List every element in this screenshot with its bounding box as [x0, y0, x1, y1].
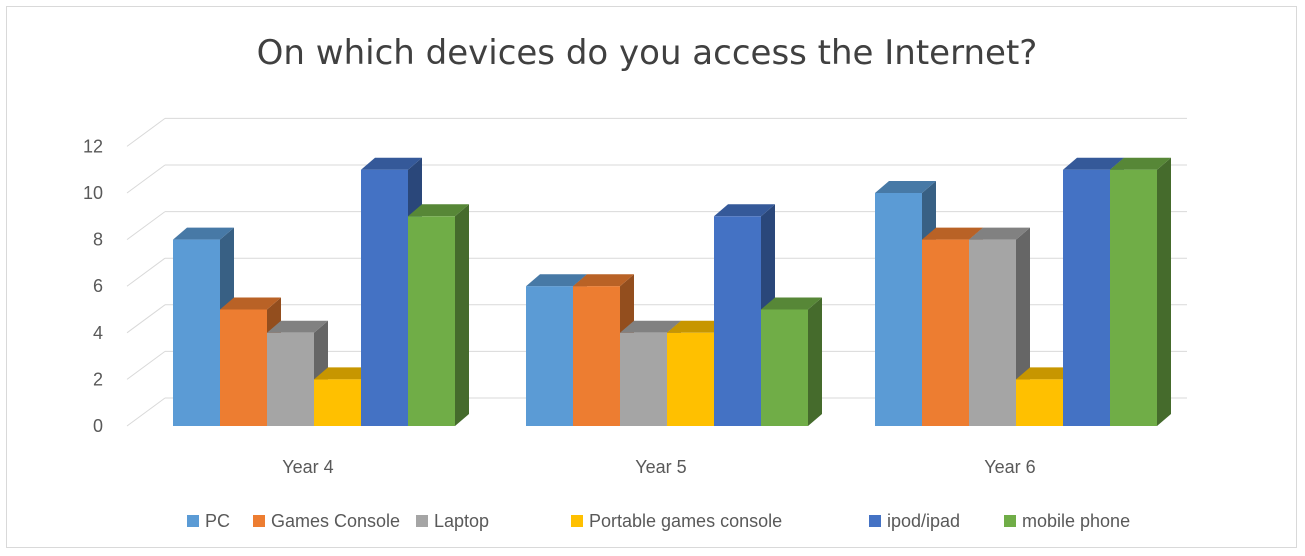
- chart-svg: On which devices do you access the Inter…: [83, 33, 1187, 531]
- bar-front: [573, 286, 620, 426]
- bar-front: [620, 332, 667, 426]
- y-tick-label-2: 2: [93, 369, 103, 389]
- grid-side-6: [126, 257, 166, 287]
- y-tick-label-0: 0: [93, 416, 103, 436]
- legend-item-games-console: Games Console: [253, 511, 400, 531]
- bar-top: [714, 204, 775, 217]
- legend-item-laptop: Laptop: [416, 511, 489, 531]
- grid-side-4: [126, 304, 166, 334]
- legend-swatch: [253, 515, 265, 527]
- grid-side-8: [126, 211, 166, 241]
- legend-swatch: [571, 515, 583, 527]
- legend-swatch: [1004, 515, 1016, 527]
- bar-top: [761, 297, 822, 310]
- bar-top: [573, 274, 634, 287]
- bar-side: [455, 204, 469, 426]
- y-tick-label-10: 10: [83, 183, 103, 203]
- bar-layer: [173, 157, 1171, 426]
- bar-top: [220, 297, 281, 310]
- bar-year-5-mobile-phone: [761, 297, 822, 426]
- bar-top: [408, 204, 469, 217]
- bar-front: [220, 309, 267, 426]
- bar-front: [408, 216, 455, 426]
- bar-front: [173, 239, 220, 426]
- y-axis-ticks: 0 2 4 6 8 10 12: [83, 136, 103, 436]
- bar-front: [714, 216, 761, 426]
- grid-side-10: [126, 164, 166, 194]
- bar-side: [808, 297, 822, 426]
- bar-front: [922, 239, 969, 426]
- bar-top: [267, 320, 328, 333]
- y-tick-label-8: 8: [93, 230, 103, 250]
- bar-top: [173, 227, 234, 240]
- bar-top: [922, 227, 983, 240]
- legend-item-portable-games-console: Portable games console: [571, 511, 782, 531]
- bar-front: [761, 309, 808, 426]
- y-tick-label-12: 12: [83, 136, 103, 156]
- legend-item-pc: PC: [187, 511, 230, 531]
- legend-label: PC: [205, 511, 230, 531]
- bar-top: [620, 320, 681, 333]
- x-tick-label-year-5: Year 5: [635, 457, 686, 477]
- legend-swatch: [187, 515, 199, 527]
- legend-label: Portable games console: [589, 511, 782, 531]
- grid-side-2: [126, 350, 166, 380]
- bar-top: [314, 367, 375, 380]
- bar-front: [314, 379, 361, 426]
- bar-top: [969, 227, 1030, 240]
- bar-front: [267, 332, 314, 426]
- bar-top: [1016, 367, 1077, 380]
- bar-front: [1016, 379, 1063, 426]
- bar-top: [1063, 157, 1124, 170]
- bar-top: [875, 181, 936, 193]
- legend-label: Laptop: [434, 511, 489, 531]
- legend: PC Games Console Laptop Portable games cons…: [187, 511, 1130, 531]
- grid-side-0: [126, 397, 166, 427]
- bar-front: [1063, 169, 1110, 426]
- bar-top: [361, 157, 422, 170]
- bar-front: [969, 239, 1016, 426]
- legend-item-mobile-phone: mobile phone: [1004, 511, 1130, 531]
- bar-year-6-mobile-phone: [1110, 157, 1171, 426]
- grid-side-12: [126, 117, 166, 147]
- x-tick-label-year-6: Year 6: [984, 457, 1035, 477]
- bar-top: [667, 320, 728, 333]
- bar-top: [526, 274, 587, 287]
- legend-label: ipod/ipad: [887, 511, 960, 531]
- y-tick-label-4: 4: [93, 323, 103, 343]
- bar-front: [667, 332, 714, 426]
- bar-front: [526, 286, 573, 426]
- y-tick-label-6: 6: [93, 276, 103, 296]
- bar-front: [1110, 169, 1157, 426]
- chart-frame: On which devices do you access the Inter…: [6, 6, 1297, 548]
- legend-item-ipod-ipad: ipod/ipad: [869, 511, 960, 531]
- bar-front: [361, 169, 408, 426]
- legend-swatch: [869, 515, 881, 527]
- legend-swatch: [416, 515, 428, 527]
- x-tick-label-year-4: Year 4: [282, 457, 333, 477]
- legend-label: mobile phone: [1022, 511, 1130, 531]
- bar-year-4-mobile-phone: [408, 204, 469, 426]
- x-axis-labels: Year 4 Year 5 Year 6: [282, 457, 1035, 477]
- legend-label: Games Console: [271, 511, 400, 531]
- bar-side: [1157, 157, 1171, 426]
- chart-title: On which devices do you access the Inter…: [257, 33, 1038, 73]
- bar-top: [1110, 157, 1171, 170]
- bar-front: [875, 193, 922, 426]
